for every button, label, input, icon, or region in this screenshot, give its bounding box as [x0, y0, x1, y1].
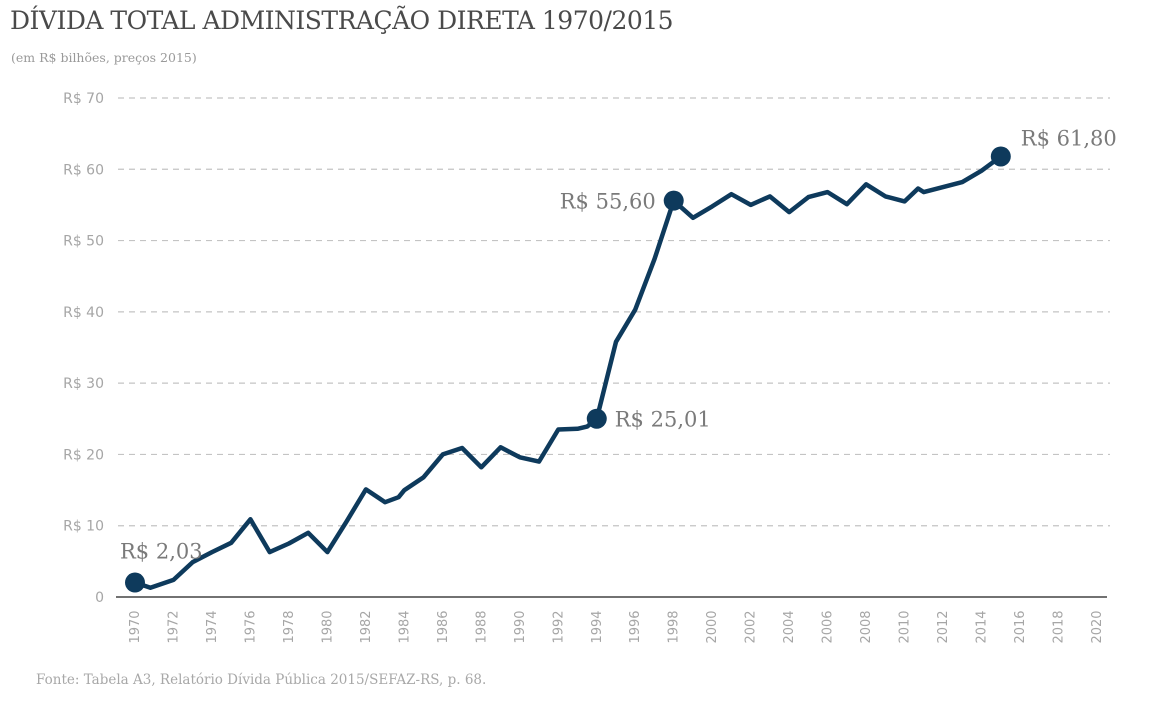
x-tick-label: 2020 [1090, 610, 1105, 643]
y-axis-ticks: 0 R$ 10 R$ 20 R$ 30 R$ 40 R$ 50 R$ 60 R$ 70 [63, 91, 104, 606]
x-tick-label: 2004 [782, 610, 797, 643]
x-tick-label: 1994 [590, 610, 605, 643]
x-tick-label: 1978 [282, 610, 297, 643]
y-tick-label: R$ 40 [63, 305, 104, 321]
x-tick-label: 1982 [359, 610, 374, 643]
chart-subtitle: (em R$ bilhões, preços 2015) [11, 50, 197, 65]
data-label: R$ 25,01 [615, 408, 711, 432]
x-tick-label: 2010 [898, 610, 913, 643]
data-point-marker [125, 572, 145, 593]
x-tick-label: 2016 [1013, 610, 1028, 643]
source-note: Fonte: Tabela A3, Relatório Dívida Públi… [36, 672, 487, 688]
y-tick-label: R$ 30 [63, 376, 104, 392]
x-tick-label: 2002 [744, 610, 759, 643]
x-tick-label: 1996 [628, 610, 643, 643]
x-tick-label: 1974 [205, 610, 220, 643]
y-tick-label: R$ 70 [63, 91, 104, 107]
x-tick-label: 2000 [705, 610, 720, 643]
x-tick-label: 1990 [513, 610, 528, 643]
x-tick-label: 1970 [128, 610, 143, 643]
chart-title: DÍVIDA TOTAL ADMINISTRAÇÃO DIRETA 1970/2… [10, 6, 674, 35]
x-axis-ticks: 1970 1972 1974 1976 1978 1980 1982 1984 1986 1988… [128, 610, 1105, 643]
series-line-divida-total [132, 154, 1004, 590]
x-tick-label: 2008 [859, 610, 874, 643]
y-tick-label: R$ 20 [63, 447, 104, 463]
x-tick-label: 1976 [243, 610, 258, 643]
data-point-marker [990, 146, 1011, 167]
data-label: R$ 55,60 [560, 190, 656, 214]
x-tick-label: 1972 [166, 610, 181, 643]
data-point-marker [586, 408, 607, 429]
x-tick-label: 2012 [936, 610, 951, 643]
x-tick-label: 2014 [975, 610, 990, 643]
x-tick-label: 1992 [551, 610, 566, 643]
data-label: R$ 2,03 [120, 540, 203, 564]
x-tick-label: 1984 [397, 610, 412, 643]
y-tick-label: R$ 50 [63, 234, 104, 250]
data-label: R$ 61,80 [1021, 126, 1117, 150]
x-tick-label: 1980 [320, 610, 335, 643]
y-tick-label: 0 [95, 590, 104, 606]
annotation-labels: R$ 2,03 R$ 25,01 R$ 55,60 R$ 61,80 [120, 126, 1117, 563]
data-point-marker [663, 190, 684, 211]
x-tick-label: 1998 [667, 610, 682, 643]
annotation-markers [125, 146, 1011, 593]
y-tick-label: R$ 60 [63, 162, 104, 178]
x-tick-label: 1986 [436, 610, 451, 643]
x-tick-label: 1988 [474, 610, 489, 643]
x-tick-label: 2006 [821, 610, 836, 643]
gridlines [118, 97, 1110, 527]
x-tick-label: 2018 [1052, 610, 1067, 643]
y-tick-label: R$ 10 [63, 519, 104, 535]
